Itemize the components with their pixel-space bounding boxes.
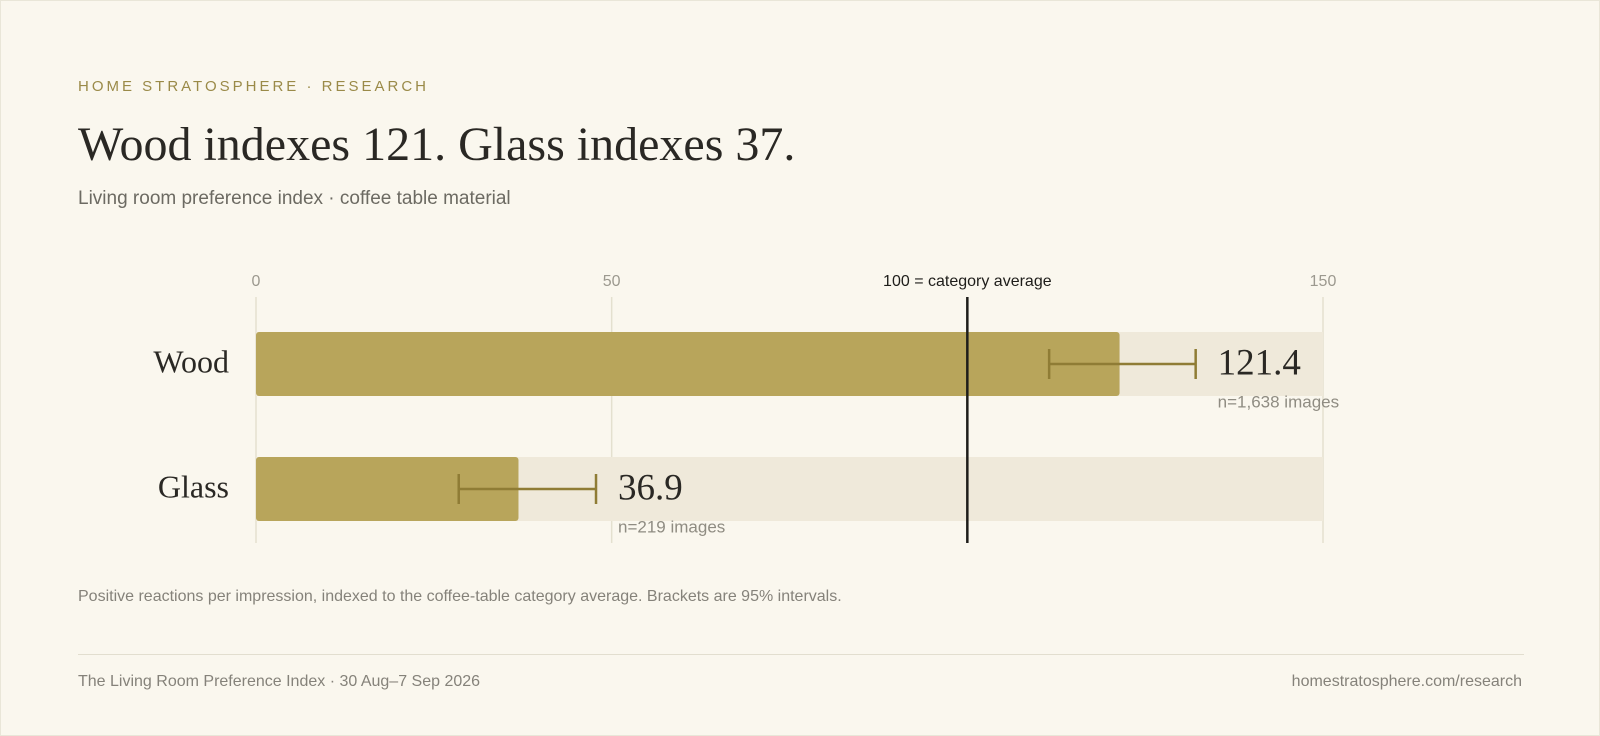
category-label: Wood: [153, 343, 229, 379]
footer-divider: [78, 654, 1524, 655]
chart-note: Positive reactions per impression, index…: [78, 588, 842, 605]
eyebrow: HOME STRATOSPHERE · RESEARCH: [78, 78, 429, 95]
bar: [256, 457, 519, 521]
footer-url: homestratosphere.com/research: [1291, 673, 1522, 690]
tick-label: 50: [603, 273, 621, 290]
subtitle: Living room preference index · coffee ta…: [78, 188, 511, 209]
bar: [256, 332, 1120, 396]
tick-label: 0: [252, 273, 261, 290]
headline: Wood indexes 121. Glass indexes 37.: [78, 118, 796, 171]
footer-source: The Living Room Preference Index · 30 Au…: [78, 673, 481, 690]
tick-label: 150: [1310, 273, 1337, 290]
sample-size-label: n=1,638 images: [1218, 392, 1339, 411]
value-label: 121.4: [1218, 342, 1301, 383]
sample-size-label: n=219 images: [618, 517, 725, 536]
reference-label: 100 = category average: [883, 273, 1052, 290]
category-label: Glass: [158, 468, 229, 504]
value-label: 36.9: [618, 467, 683, 508]
